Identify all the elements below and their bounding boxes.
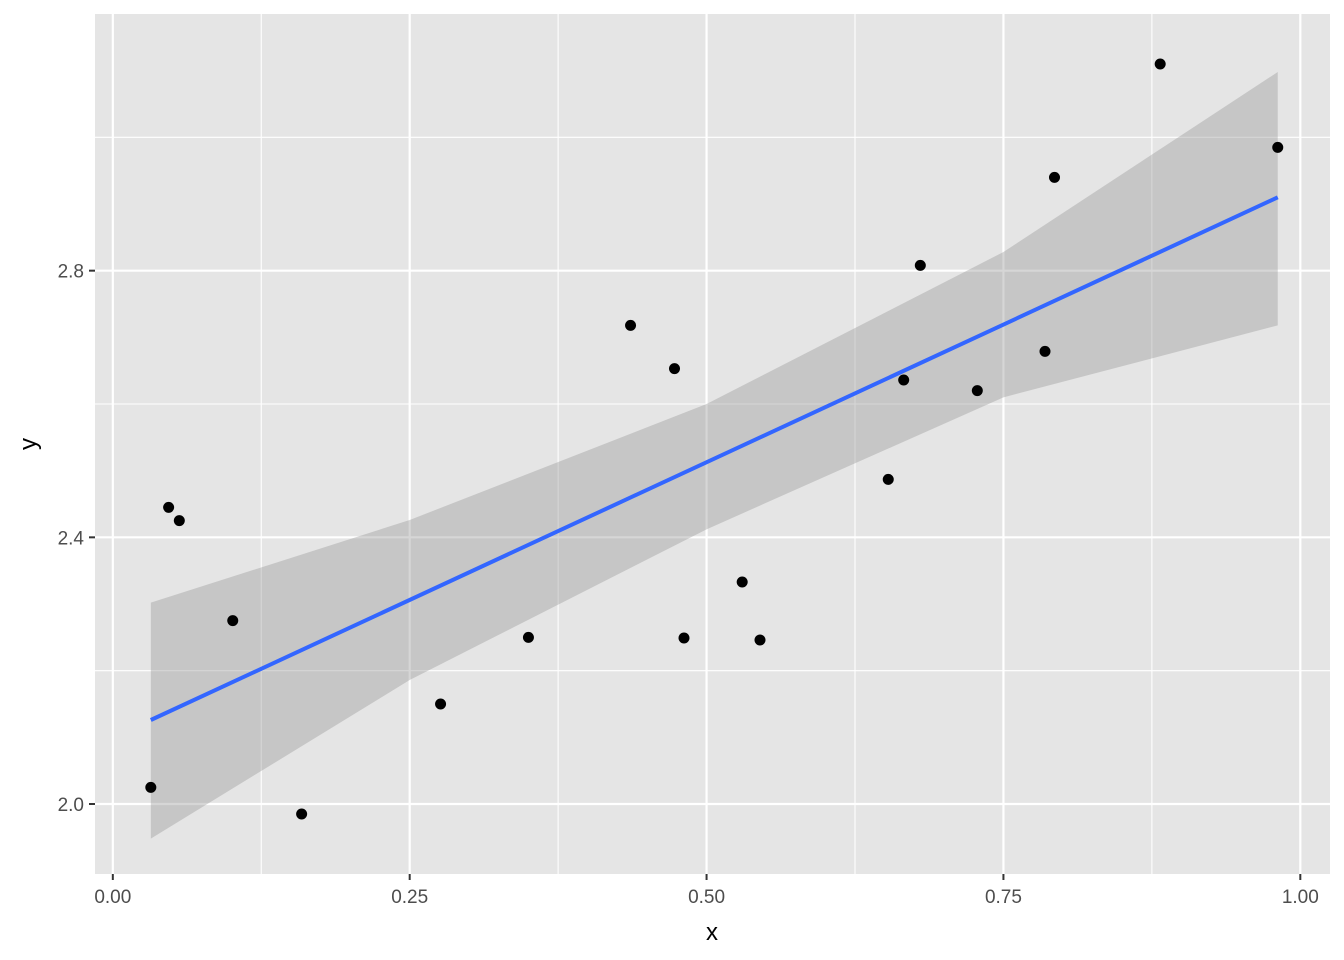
data-point [754, 634, 766, 646]
data-point [296, 808, 308, 820]
data-point [173, 515, 185, 527]
data-point [227, 615, 239, 627]
plot-panel [95, 14, 1330, 874]
data-point [898, 374, 910, 386]
data-point [882, 473, 894, 485]
x-tick-label: 0.75 [985, 887, 1022, 908]
x-tick-label: 0.50 [688, 887, 725, 908]
data-point [435, 698, 447, 710]
x-tick-label: 1.00 [1282, 887, 1319, 908]
data-point [1272, 141, 1284, 153]
x-tick-label: 0.00 [94, 887, 131, 908]
x-tick-label: 0.25 [391, 887, 428, 908]
data-point [971, 385, 983, 397]
major-gridlines [95, 14, 1330, 874]
data-point [522, 631, 534, 643]
y-axis-title: y [15, 438, 42, 450]
data-point [1039, 345, 1051, 357]
data-point [1049, 171, 1060, 183]
data-point [669, 363, 680, 375]
regression-line [149, 195, 1279, 722]
data-point [914, 259, 926, 271]
x-axis-title: x [706, 919, 718, 946]
y-tick-label: 2.0 [58, 795, 84, 816]
y-tick-label: 2.4 [58, 528, 85, 549]
data-point [625, 319, 637, 331]
data-point [163, 501, 175, 513]
data-point [1154, 58, 1166, 70]
minor-gridlines [95, 14, 1330, 874]
y-axis-ticks: 2.0 2.4 2.8 [58, 262, 95, 816]
x-axis-ticks: 0.00 0.25 0.50 0.75 1.00 [94, 874, 1319, 908]
data-point [736, 576, 748, 588]
data-point [145, 781, 157, 793]
data-point [678, 632, 690, 644]
data-points [145, 58, 1284, 820]
confidence-band [150, 72, 1278, 839]
y-tick-label: 2.8 [58, 262, 84, 283]
